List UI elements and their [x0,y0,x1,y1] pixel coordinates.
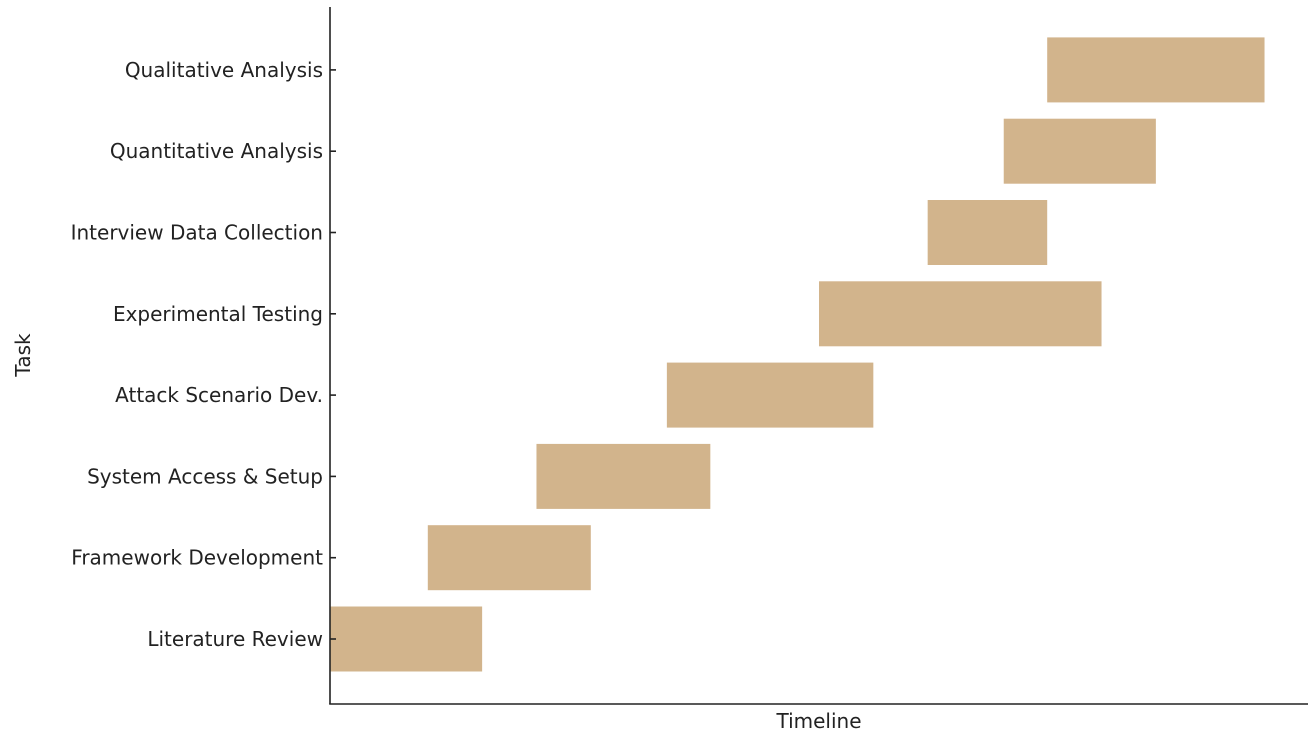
y-tick-label: Attack Scenario Dev. [115,383,323,407]
task-bar [427,525,591,591]
y-tick-label: Experimental Testing [113,302,323,326]
y-tick-label: Literature Review [147,627,323,651]
task-bar [536,443,711,509]
x-axis-label: Timeline [775,709,861,733]
task-bar [927,200,1048,265]
y-tick-label: Quantitative Analysis [110,139,323,163]
y-tick-label: Framework Development [71,546,323,570]
y-axis-ticks: Literature Review Framework Development Sy… [71,58,336,651]
task-bar [819,281,1102,347]
task-bar [1047,37,1265,103]
y-tick-label: Interview Data Collection [71,221,323,245]
task-bars [330,37,1265,672]
task-bar [666,362,874,428]
y-axis-label: Task [11,333,35,378]
task-bar [1003,118,1156,184]
y-tick-label: System Access & Setup [87,464,323,488]
y-tick-label: Qualitative Analysis [125,58,323,82]
task-bar [330,606,483,672]
